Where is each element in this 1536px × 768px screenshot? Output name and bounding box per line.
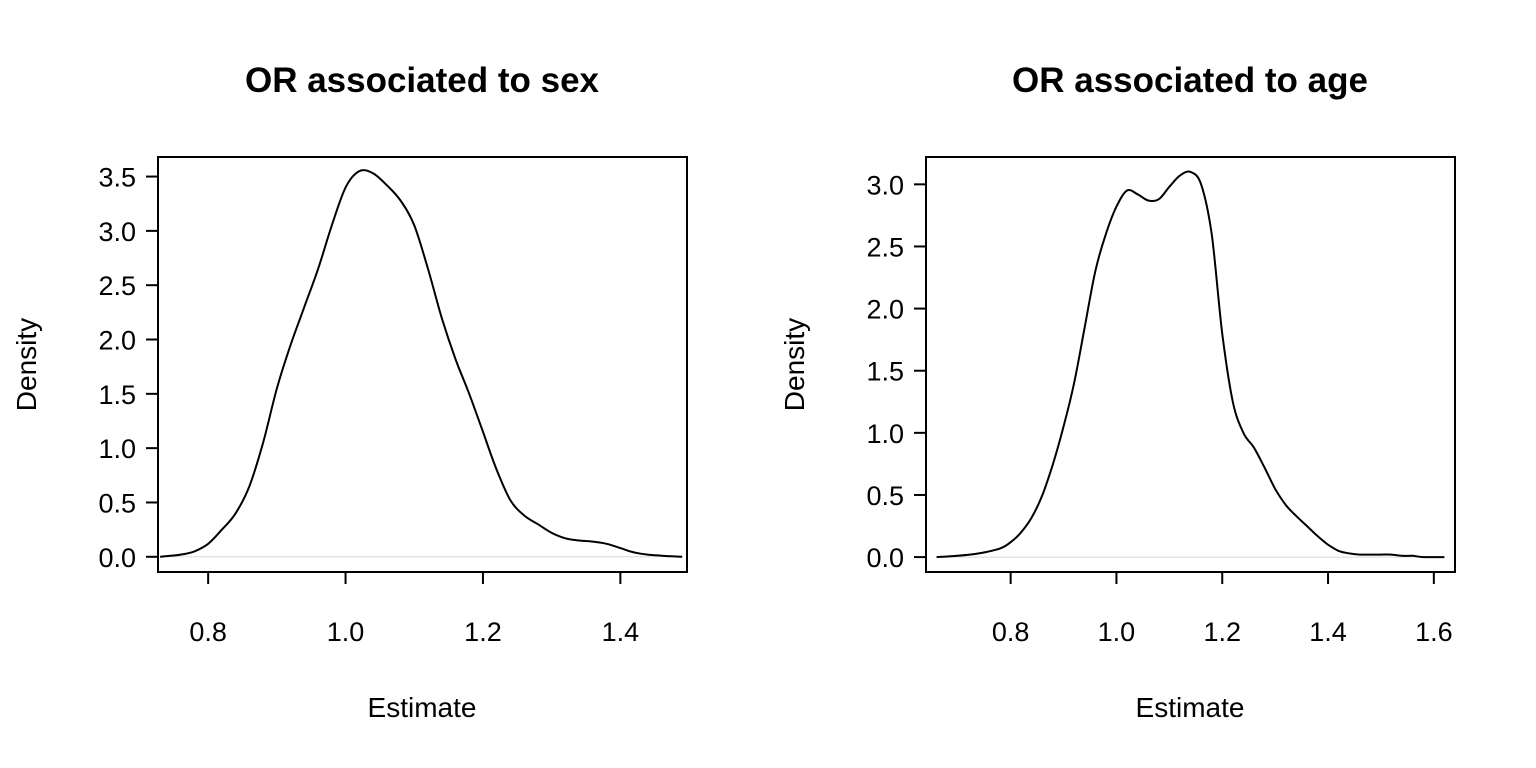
- x-axis-label: Estimate: [368, 692, 477, 723]
- y-tick-label: 1.5: [866, 357, 904, 387]
- y-axis-label: Density: [11, 318, 42, 411]
- y-tick-label: 1.5: [98, 380, 136, 410]
- y-tick-label: 1.0: [866, 419, 904, 449]
- chart-title: OR associated to age: [1012, 61, 1368, 100]
- plot-frame: [925, 156, 1456, 573]
- y-tick-label: 2.5: [866, 232, 904, 262]
- density-curve: [936, 170, 1445, 559]
- x-tick-label: 1.4: [602, 617, 640, 647]
- y-tick-label: 0.5: [98, 488, 136, 518]
- y-tick-label: 3.5: [98, 163, 136, 193]
- y-tick-label: 3.0: [98, 217, 136, 247]
- y-tick-label: 2.0: [866, 295, 904, 325]
- x-axis-label: Estimate: [1136, 692, 1245, 723]
- panel-sex: OR associated to sex 0.8 1.0 1.2 1.4 0.0 0.5 1.…: [11, 61, 688, 723]
- x-tick-label: 1.4: [1309, 617, 1347, 647]
- density-curve: [159, 169, 683, 558]
- y-tick-label: 0.0: [866, 543, 904, 573]
- x-tick-label: 1.2: [1203, 617, 1241, 647]
- y-tick-label: 1.0: [98, 434, 136, 464]
- x-tick-label: 1.2: [464, 617, 502, 647]
- x-tick-label: 1.0: [1098, 617, 1136, 647]
- panel-age: OR associated to age 0.8 1.0 1.2 1.4 1.6 0.0 0.…: [779, 61, 1456, 723]
- x-tick-label: 0.8: [992, 617, 1030, 647]
- y-tick-label: 3.0: [866, 170, 904, 200]
- y-tick-label: 0.5: [866, 481, 904, 511]
- chart-title: OR associated to sex: [245, 61, 600, 100]
- x-tick-label: 1.0: [327, 617, 365, 647]
- y-tick-label: 0.0: [98, 543, 136, 573]
- y-tick-label: 2.5: [98, 271, 136, 301]
- y-tick-label: 2.0: [98, 326, 136, 356]
- x-tick-label: 0.8: [189, 617, 227, 647]
- x-tick-label: 1.6: [1415, 617, 1453, 647]
- y-axis-label: Density: [779, 318, 810, 411]
